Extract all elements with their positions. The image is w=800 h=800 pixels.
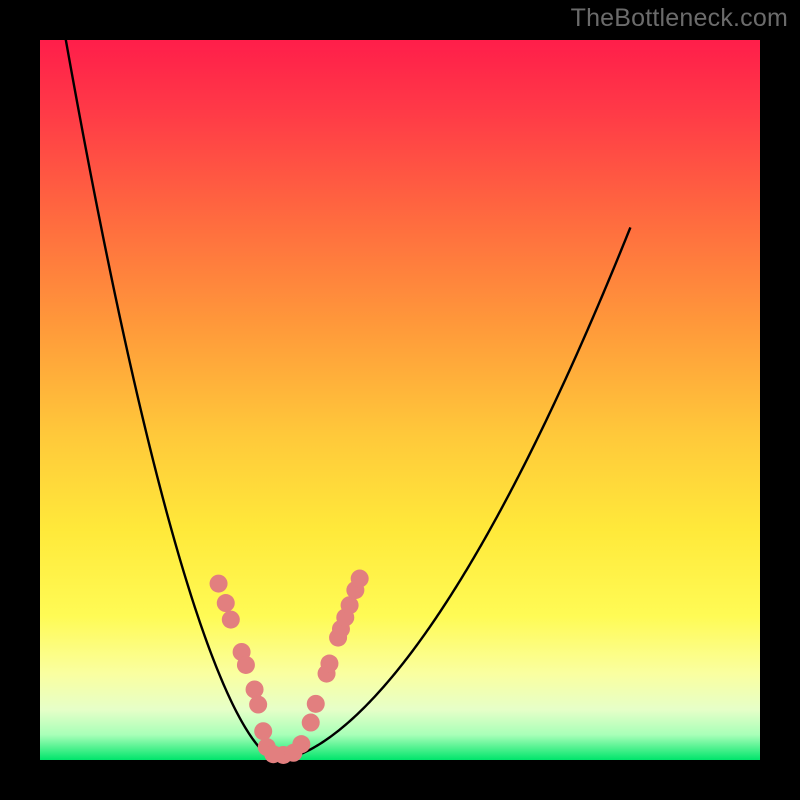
watermark-label: TheBottleneck.com (571, 4, 788, 33)
marker-point (222, 611, 240, 629)
bottleneck-chart (0, 0, 800, 800)
marker-point (307, 695, 325, 713)
marker-point (292, 735, 310, 753)
marker-point (254, 722, 272, 740)
marker-point (217, 594, 235, 612)
marker-point (237, 656, 255, 674)
marker-point (249, 696, 267, 714)
marker-point (351, 570, 369, 588)
plot-background (40, 40, 760, 760)
marker-point (302, 714, 320, 732)
marker-point (320, 655, 338, 673)
marker-point (246, 680, 264, 698)
marker-point (210, 575, 228, 593)
